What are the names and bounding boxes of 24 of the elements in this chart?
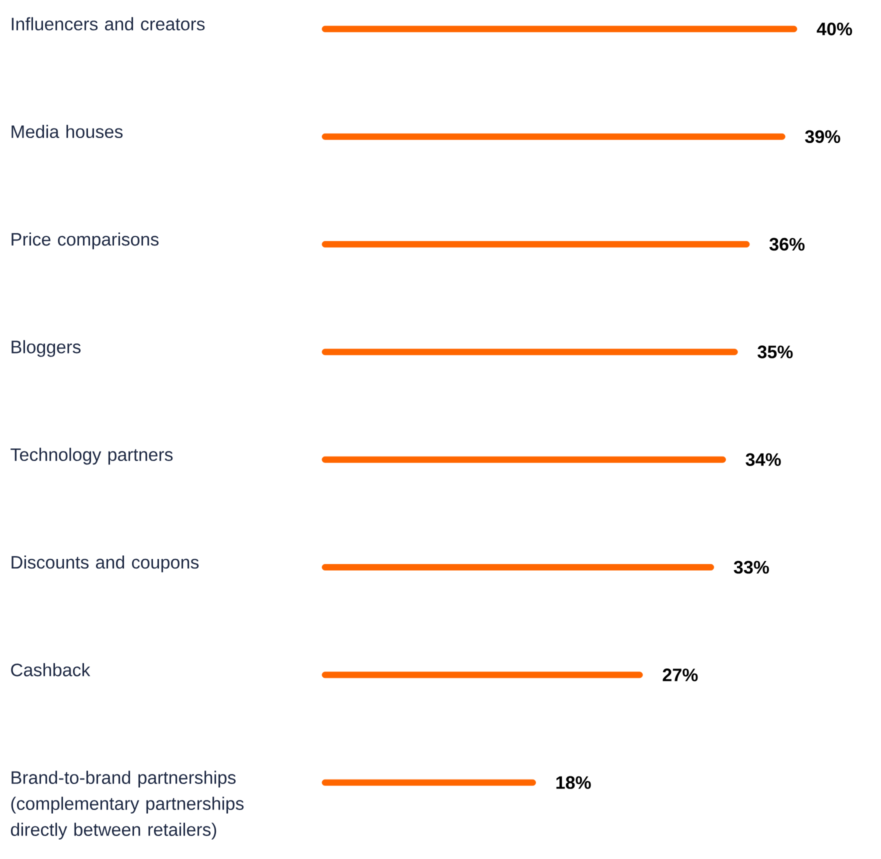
data-label: 27% (662, 668, 698, 682)
y-tick-label: Cashback (11, 663, 90, 676)
data-label: 39% (805, 130, 840, 144)
data-label: 34% (746, 453, 781, 466)
y-tick-label: Influencers and creators (12, 17, 205, 30)
bar (322, 241, 750, 248)
bar (322, 779, 536, 786)
data-label: 40% (816, 22, 852, 36)
bar (322, 26, 798, 32)
y-tick-label: Bloggers (12, 340, 81, 357)
data-label: 18% (556, 776, 591, 789)
data-label: 33% (734, 560, 769, 574)
bar (322, 672, 643, 678)
data-label: 35% (758, 346, 793, 358)
y-tick-label: Price comparisons (12, 232, 159, 250)
y-tick-label: Media houses (12, 124, 123, 138)
y-tick-label: Technology partners (10, 448, 173, 465)
data-label: 36% (769, 238, 805, 251)
bar (322, 564, 714, 570)
bar (322, 456, 726, 463)
y-tick-label: Brand-to-brand partnerships (complementary partnerships directly between retailers) (10, 770, 244, 840)
bar (322, 133, 786, 140)
bar (322, 348, 738, 356)
y-tick-label: Discounts and coupons (12, 555, 199, 572)
